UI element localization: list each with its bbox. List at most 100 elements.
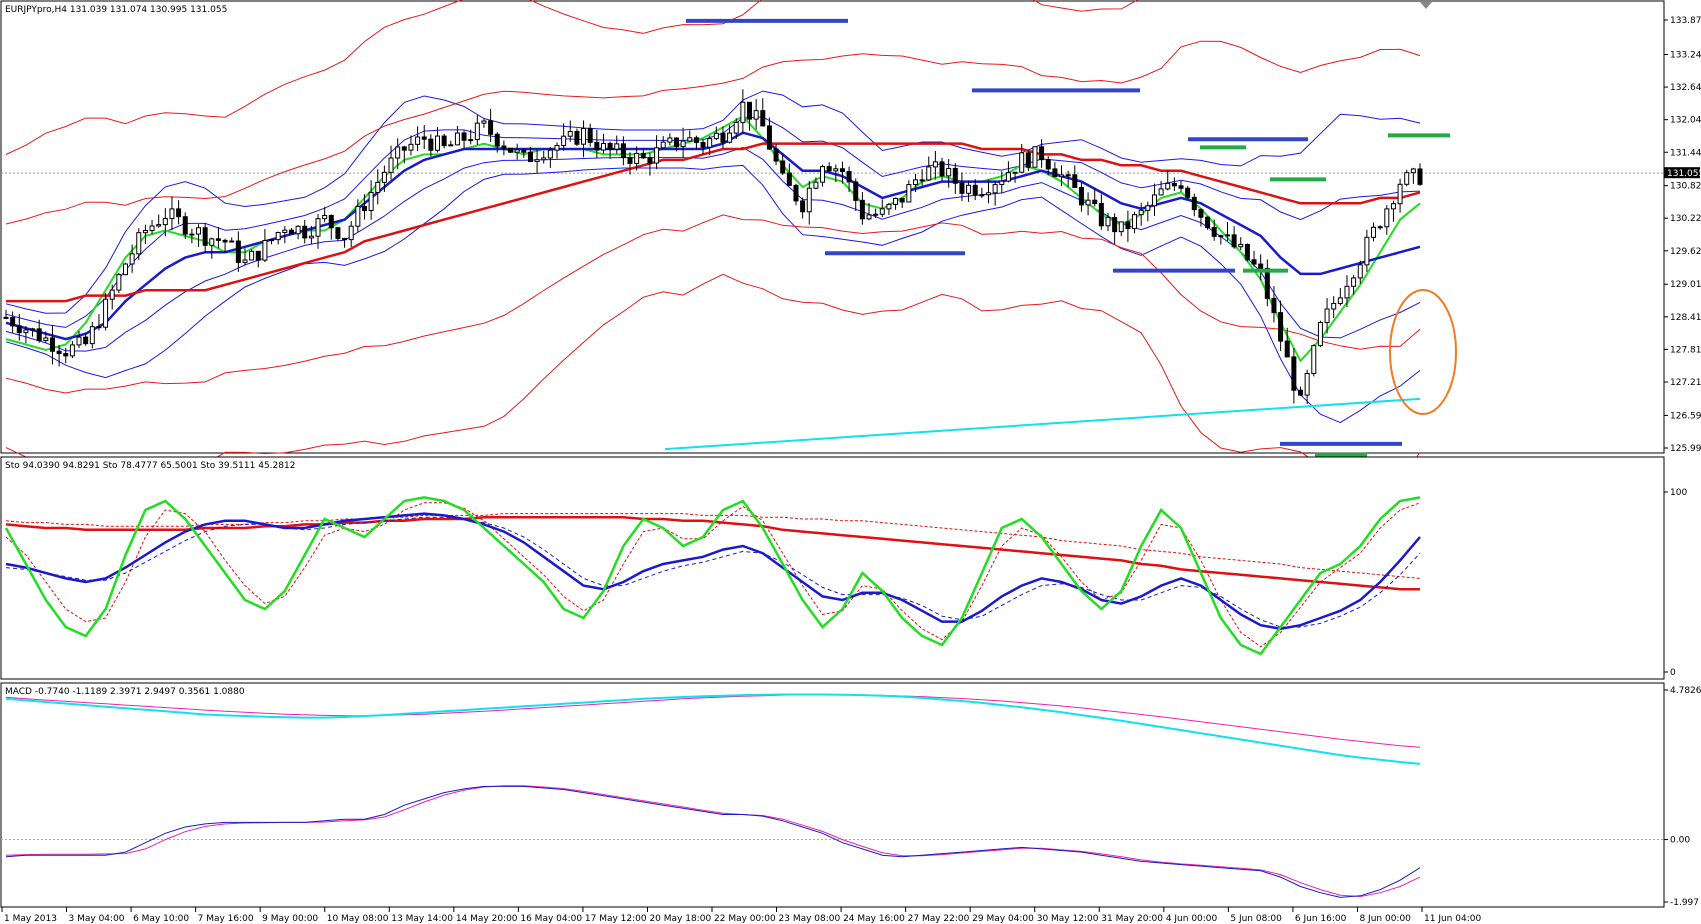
candle-body [541,157,547,161]
candle-body [1371,226,1377,238]
time-tick-label: 23 May 08:00 [779,914,841,924]
candle-body [587,127,593,143]
candle-body [1045,159,1051,170]
candle-body [873,213,879,216]
price-tick-label: 126.595 [1670,411,1701,421]
macd-tick-label: -1.997 [1670,898,1699,908]
price-tick-label: 129.625 [1670,247,1701,257]
candle-body [554,145,560,151]
candle-body [1364,236,1370,266]
candle-body [1264,267,1270,299]
candle-body [10,317,16,327]
candle-body [96,326,102,329]
candle-body [202,227,208,246]
candle-body [1059,174,1065,178]
candle-body [1092,199,1098,204]
candle-body [1377,226,1383,229]
time-tick-label: 17 May 12:00 [585,914,647,924]
candle-body [1271,297,1277,314]
candle-body [654,147,660,164]
candle-body [1052,168,1058,178]
candle-body [800,200,806,213]
candle-body [454,132,460,146]
time-tick-label: 4 Jun 00:00 [1166,914,1218,924]
candle-body [687,137,693,142]
candle-body [926,166,932,181]
candle-body [1390,203,1396,210]
candle-body [886,203,892,210]
candle-body [16,325,22,334]
candle-body [567,130,573,137]
scroll-marker-icon[interactable] [1420,2,1432,9]
time-tick-label: 20 May 18:00 [649,914,711,924]
macd-panel: 4.7826 0.00 -1.997 MACD -0.7740 -1.1189 2.… [0,682,1701,908]
candle-body [946,167,952,177]
time-axis: 1 May 2013 3 May 04:00 6 May 10:00 7 May 16… [1,907,1481,924]
candle-body [1211,227,1217,237]
candle-body [1032,146,1038,168]
candle-body [713,132,719,140]
candle-body [255,250,261,261]
macd-tick-label: 0.00 [1670,836,1690,846]
bollinger-blue-lower [5,164,1421,424]
candle-body [142,230,148,234]
candle-body [667,137,673,143]
price-panel-frame [0,0,1665,454]
candle-body [63,353,69,357]
candle-body [215,238,221,241]
candle-body [69,344,75,357]
candle-body [328,214,334,229]
candle-body [1298,389,1304,396]
stoch-blue-line [5,512,1421,631]
candle-body [481,120,487,124]
candle-body [156,224,162,227]
candle-body [3,316,9,319]
time-tick-label: 3 May 04:00 [69,914,125,924]
highlight-ellipse [1389,289,1457,415]
candle-body [282,229,288,234]
candle-body [43,337,49,342]
price-tick-label: 129.010 [1670,280,1701,290]
candle-body [401,146,407,151]
candle-body [1337,297,1343,304]
candle-body [1291,356,1297,391]
stochastic-panel-frame [0,456,1665,680]
candle-body [527,151,533,163]
candle-body [1138,209,1144,216]
candle-body [1191,196,1197,211]
candle-body [76,336,82,346]
candle-body [182,216,188,235]
candle-body [1178,185,1184,189]
candle-body [189,233,195,236]
candle-body [859,199,865,220]
candle-body [813,181,819,189]
candle-body [600,142,606,151]
stochastic-panel-header: Sto 94.0390 94.8291 Sto 78.4777 65.5001 … [5,461,295,471]
candle-body [501,145,507,149]
candle-body [1112,217,1118,233]
candle-body [1404,172,1410,185]
candle-body [1251,259,1257,265]
candle-body [1012,171,1018,174]
candle-body [488,120,494,135]
macd-cyan-line [5,693,1421,765]
candle-body [846,170,852,183]
price-tick-label: 133.240 [1670,50,1701,60]
candle-body [322,214,328,220]
candle-body [361,205,367,212]
candle-body [468,139,474,142]
candle-body [421,136,427,140]
candle-body [614,143,620,150]
candle-body [448,144,454,147]
candle-body [1357,264,1363,279]
candle-body [879,208,885,215]
candle-body [1185,187,1191,198]
candle-body [534,159,540,163]
candle-body [288,229,294,235]
candle-body [415,136,421,145]
candle-body [1072,174,1078,188]
candle-body [793,184,799,202]
current-price-label: 131.055 [1664,167,1701,179]
time-tick-label: 24 May 16:00 [843,914,905,924]
candle-body [116,274,122,291]
